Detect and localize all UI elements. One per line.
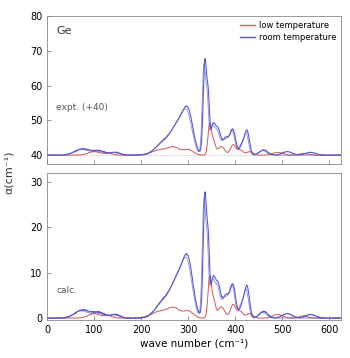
Text: Ge: Ge: [56, 26, 71, 37]
Text: expt. (+40): expt. (+40): [56, 103, 108, 112]
Text: calc.: calc.: [56, 286, 77, 295]
Legend: low temperature, room temperature: low temperature, room temperature: [240, 20, 337, 43]
X-axis label: wave number (cm⁻¹): wave number (cm⁻¹): [140, 338, 248, 348]
Text: α(cm⁻¹): α(cm⁻¹): [4, 150, 14, 194]
